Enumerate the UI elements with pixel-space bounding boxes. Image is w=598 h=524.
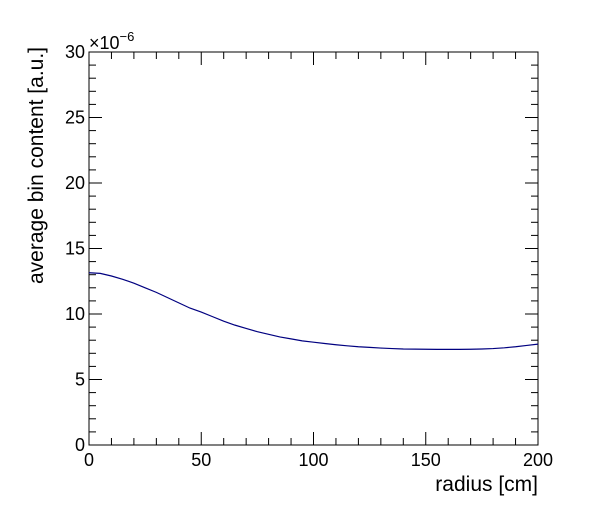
x-tick-label: 0 xyxy=(84,450,94,470)
y-tick-label: 5 xyxy=(75,370,85,390)
x-tick-label: 50 xyxy=(191,450,211,470)
y-tick-label: 20 xyxy=(65,173,85,193)
y-axis-multiplier: ×10−6 xyxy=(89,29,134,53)
y-axis-multiplier-exponent: −6 xyxy=(120,29,135,44)
y-axis-multiplier-base: ×10 xyxy=(89,33,120,53)
data-series xyxy=(88,272,539,350)
x-tick-label: 150 xyxy=(411,450,441,470)
y-tick-label: 10 xyxy=(65,304,85,324)
axis-tick-labels: 0 50 100 150 200 0 5 10 15 20 25 30 xyxy=(65,42,553,470)
axis-ticks xyxy=(88,51,539,446)
series-line xyxy=(88,272,539,350)
x-tick-label: 100 xyxy=(298,450,328,470)
x-axis-title: radius [cm] xyxy=(435,473,538,496)
y-tick-label: 15 xyxy=(65,239,85,259)
x-tick-label: 200 xyxy=(523,450,553,470)
y-tick-label: 30 xyxy=(65,42,85,62)
y-tick-label: 25 xyxy=(65,108,85,128)
y-axis-title: average bin content [a.u.] xyxy=(25,47,48,284)
y-tick-label: 0 xyxy=(75,435,85,455)
